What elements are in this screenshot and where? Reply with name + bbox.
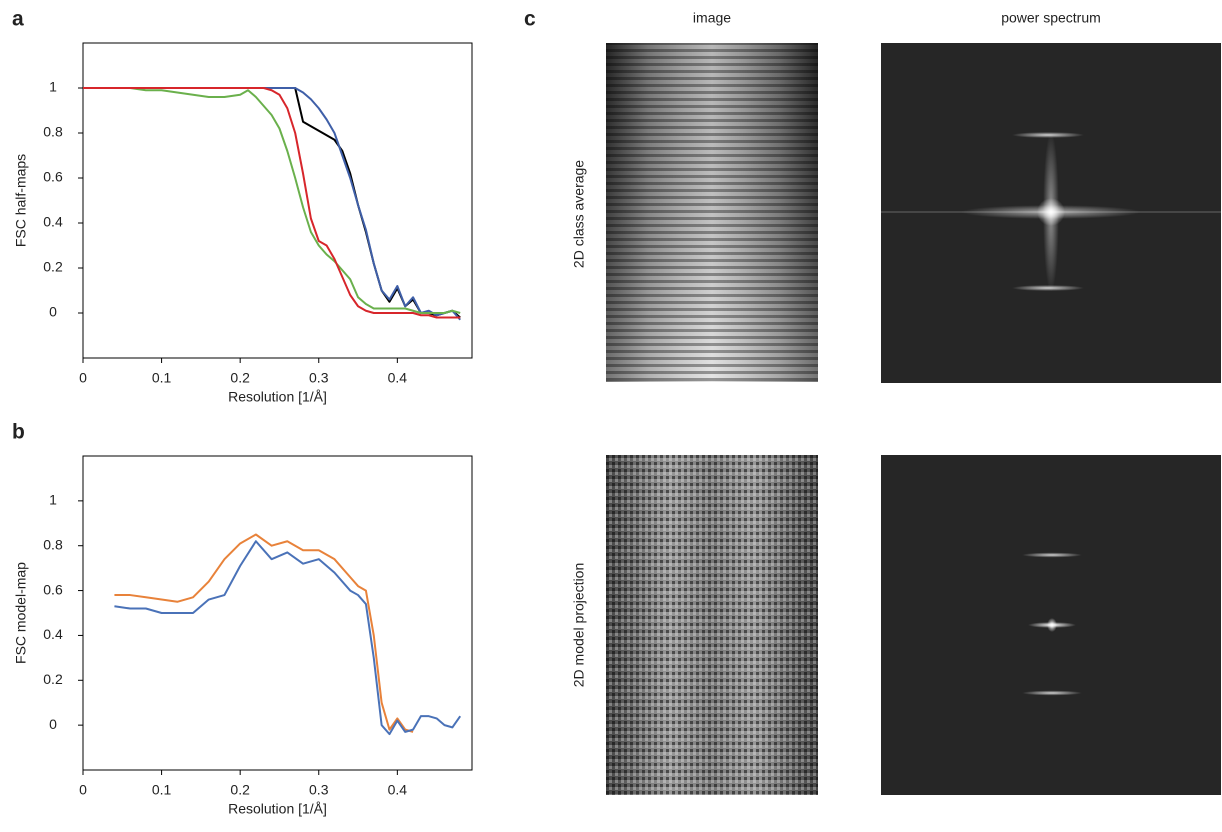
model-projection-image <box>606 455 818 795</box>
class-average-image <box>606 43 818 382</box>
x-tick-label: 0.3 <box>309 782 329 798</box>
column-label: power spectrum <box>1001 10 1101 26</box>
x-tick-label: 0.4 <box>388 782 408 798</box>
plot-frame <box>82 455 473 771</box>
panel-label: a <box>12 8 24 31</box>
x-tick-label: 0.3 <box>309 370 329 386</box>
y-tick-label: 0 <box>49 304 57 320</box>
fsc-curve <box>83 87 461 314</box>
x-tick-label: 0 <box>79 370 87 386</box>
y-axis-label: FSC model-map <box>13 562 29 664</box>
row-label: 2D class average <box>571 160 587 268</box>
y-axis-label: FSC half-maps <box>13 154 29 247</box>
class-average-spectrum <box>881 43 1221 383</box>
x-axis-label: Resolution [1/Å] <box>228 389 327 405</box>
panel-label: b <box>12 421 25 444</box>
row-label: 2D model projection <box>571 563 587 688</box>
x-tick-label: 0.4 <box>388 370 408 386</box>
fsc-curve <box>83 87 461 319</box>
model-projection-spectrum <box>881 455 1221 795</box>
x-tick-label: 0.1 <box>152 782 172 798</box>
x-tick-label: 0.1 <box>152 370 172 386</box>
y-tick-label: 0.2 <box>43 259 63 275</box>
y-tick-label: 0.8 <box>43 124 63 140</box>
y-tick-label: 0.4 <box>43 626 63 642</box>
fsc-curve <box>83 87 461 319</box>
y-tick-label: 1 <box>49 79 57 95</box>
x-tick-label: 0 <box>79 782 87 798</box>
fsc-curve <box>114 533 414 733</box>
y-tick-label: 0.8 <box>43 536 63 552</box>
y-tick-label: 0.6 <box>43 169 63 185</box>
y-tick-label: 0.2 <box>43 671 63 687</box>
y-tick-label: 0.6 <box>43 581 63 597</box>
y-tick-label: 0.4 <box>43 214 63 230</box>
plot-frame <box>82 42 473 359</box>
column-label: image <box>693 10 731 26</box>
fsc-curve <box>83 87 461 321</box>
y-tick-label: 0 <box>49 716 57 732</box>
fsc-curve <box>114 540 462 736</box>
panel-label: c <box>524 8 536 31</box>
y-tick-label: 1 <box>49 492 57 508</box>
x-tick-label: 0.2 <box>230 782 250 798</box>
x-axis-label: Resolution [1/Å] <box>228 801 327 817</box>
x-tick-label: 0.2 <box>230 370 250 386</box>
